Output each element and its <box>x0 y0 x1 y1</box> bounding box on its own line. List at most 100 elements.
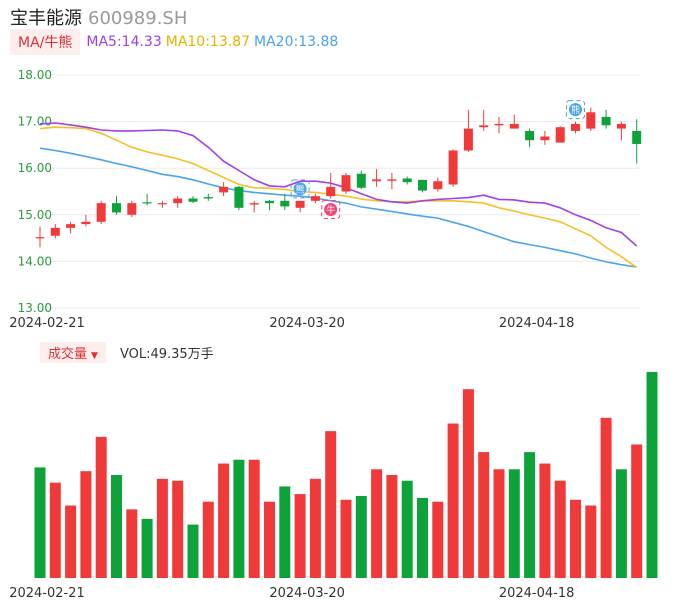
volume-bar <box>340 499 352 578</box>
ma5-label: MA5:14.33 <box>86 34 162 50</box>
ma20-label: MA20:13.88 <box>254 34 339 50</box>
volume-bar <box>141 518 153 578</box>
candle <box>479 109 489 131</box>
candle <box>509 114 519 129</box>
volume-bar <box>401 480 413 578</box>
volume-bar <box>447 423 459 578</box>
volume-bar <box>478 452 490 578</box>
signal-marker: 熊 <box>290 179 310 199</box>
candle <box>448 149 458 187</box>
candle-body <box>479 125 489 128</box>
candle-body <box>418 179 427 191</box>
candle-body <box>234 186 244 208</box>
volume-legend: 成交量 ▼ VOL:49.35万手 <box>40 341 214 363</box>
candle <box>203 193 213 201</box>
candle-body <box>66 224 76 228</box>
volume-indicator-button[interactable]: 成交量 ▼ <box>40 341 106 363</box>
volume-bar <box>233 459 245 578</box>
candle-body <box>280 200 290 207</box>
volume-bar <box>585 505 597 578</box>
ma20-line <box>39 147 637 268</box>
marker-label: 熊 <box>296 183 305 195</box>
candle-body <box>494 123 504 126</box>
candle <box>601 109 611 129</box>
candle <box>402 176 412 185</box>
x-tick-label: 2024-02-21 <box>9 586 85 601</box>
moving-average-lines <box>39 122 638 269</box>
volume-bar <box>156 478 168 578</box>
candle-body <box>463 128 473 151</box>
stock-code: 600989.SH <box>88 8 188 29</box>
candle-body <box>433 181 443 190</box>
volume-bar <box>248 459 260 578</box>
marker-frame <box>290 179 310 199</box>
volume-bar <box>600 417 612 578</box>
candle-body <box>81 221 91 225</box>
candle-body <box>509 123 519 129</box>
stock-title: 宝丰能源 600989.SH <box>10 4 187 30</box>
x-tick-label: 2024-04-18 <box>499 316 575 331</box>
volume-bar <box>646 372 658 578</box>
signal-markers: 熊牛 熊 <box>290 100 585 219</box>
volume-bar <box>417 497 428 578</box>
candle <box>326 172 336 199</box>
marker-badge <box>293 182 307 196</box>
signal-marker: 熊 <box>566 100 585 120</box>
volume-bar <box>539 463 551 578</box>
x-tick-label: 2024-03-20 <box>269 586 345 601</box>
ma5-line <box>39 122 638 247</box>
volume-bar <box>279 486 291 578</box>
volume-bar <box>65 505 77 578</box>
candle-body <box>402 178 412 183</box>
candle-body <box>571 123 580 131</box>
candle-body <box>127 203 137 215</box>
volume-bar <box>34 467 46 578</box>
candle <box>356 170 366 190</box>
candle <box>463 109 473 152</box>
candle <box>66 221 76 234</box>
candle-body <box>448 150 458 185</box>
volume-bar <box>508 469 520 578</box>
candle-body <box>555 127 565 143</box>
volume-bar <box>264 501 275 578</box>
volume-bar <box>554 480 566 578</box>
candle <box>173 196 183 208</box>
candle-body <box>326 186 336 197</box>
candle <box>234 185 244 211</box>
candle <box>35 226 45 248</box>
volume-bar <box>386 475 398 578</box>
candle <box>188 196 198 204</box>
volume-bar <box>355 495 367 578</box>
candle-body <box>35 237 45 239</box>
candle-body <box>387 179 397 181</box>
volume-bar <box>493 469 505 578</box>
volume-bar <box>570 499 581 578</box>
price-grid <box>36 74 640 309</box>
candle-body <box>341 175 351 192</box>
candle-body <box>265 200 274 204</box>
candle <box>127 200 137 218</box>
candle <box>142 193 152 206</box>
marker-frame <box>321 199 341 219</box>
volume-bar <box>111 475 122 578</box>
volume-bar <box>172 480 184 578</box>
volume-bar <box>218 463 230 578</box>
candle <box>50 224 60 239</box>
candle <box>387 172 397 190</box>
candle <box>157 200 167 208</box>
volume-bar <box>294 494 306 578</box>
volume-indicator-label: 成交量 <box>48 346 88 362</box>
candle-body <box>616 123 626 129</box>
candle <box>112 196 121 215</box>
caret-down-icon: ▼ <box>91 350 98 361</box>
candle-body <box>188 198 198 202</box>
volume-bar <box>49 482 61 578</box>
ma-mode-button[interactable]: MA/牛熊 <box>10 29 81 55</box>
candle <box>372 169 382 187</box>
volume-bar <box>202 501 214 578</box>
stock-name: 宝丰能源 <box>10 8 82 29</box>
candle-body <box>249 203 259 205</box>
candle-body <box>310 196 320 201</box>
candle <box>494 116 504 134</box>
